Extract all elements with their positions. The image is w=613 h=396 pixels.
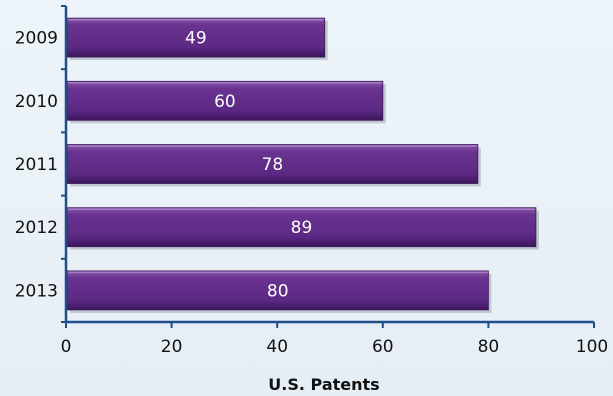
- data-label-2013: 80: [267, 281, 289, 301]
- bar-2009: [66, 17, 326, 58]
- y-tick-label-2011: 2011: [15, 155, 58, 175]
- x-tick-label-100: 100: [576, 337, 608, 357]
- x-tick-label-60: 60: [372, 337, 394, 357]
- bars-layer: [66, 17, 539, 313]
- y-tick-label-2013: 2013: [15, 281, 58, 301]
- x-tick-label-0: 0: [61, 337, 72, 357]
- y-tick-label-2010: 2010: [15, 92, 58, 112]
- x-tick-label-80: 80: [478, 337, 500, 357]
- data-label-2011: 78: [262, 155, 284, 175]
- x-tick-label-40: 40: [266, 337, 288, 357]
- data-label-2009: 49: [185, 29, 207, 49]
- y-tick-label-2009: 2009: [15, 29, 58, 49]
- labels-layer: 49 2009 60 2010 78 2011 89 2012 80 2013 0 20 40 60 80 1…: [15, 29, 608, 357]
- axes-layer: [61, 5, 595, 328]
- x-tick-label-20: 20: [161, 337, 183, 357]
- bar-2012: [66, 207, 537, 248]
- bar-2010: [66, 80, 384, 121]
- y-tick-label-2012: 2012: [15, 218, 58, 238]
- x-axis-title: U.S. Patents: [268, 375, 379, 394]
- bar-2013: [66, 270, 489, 311]
- data-label-2012: 89: [291, 218, 313, 238]
- data-label-2010: 60: [214, 92, 236, 112]
